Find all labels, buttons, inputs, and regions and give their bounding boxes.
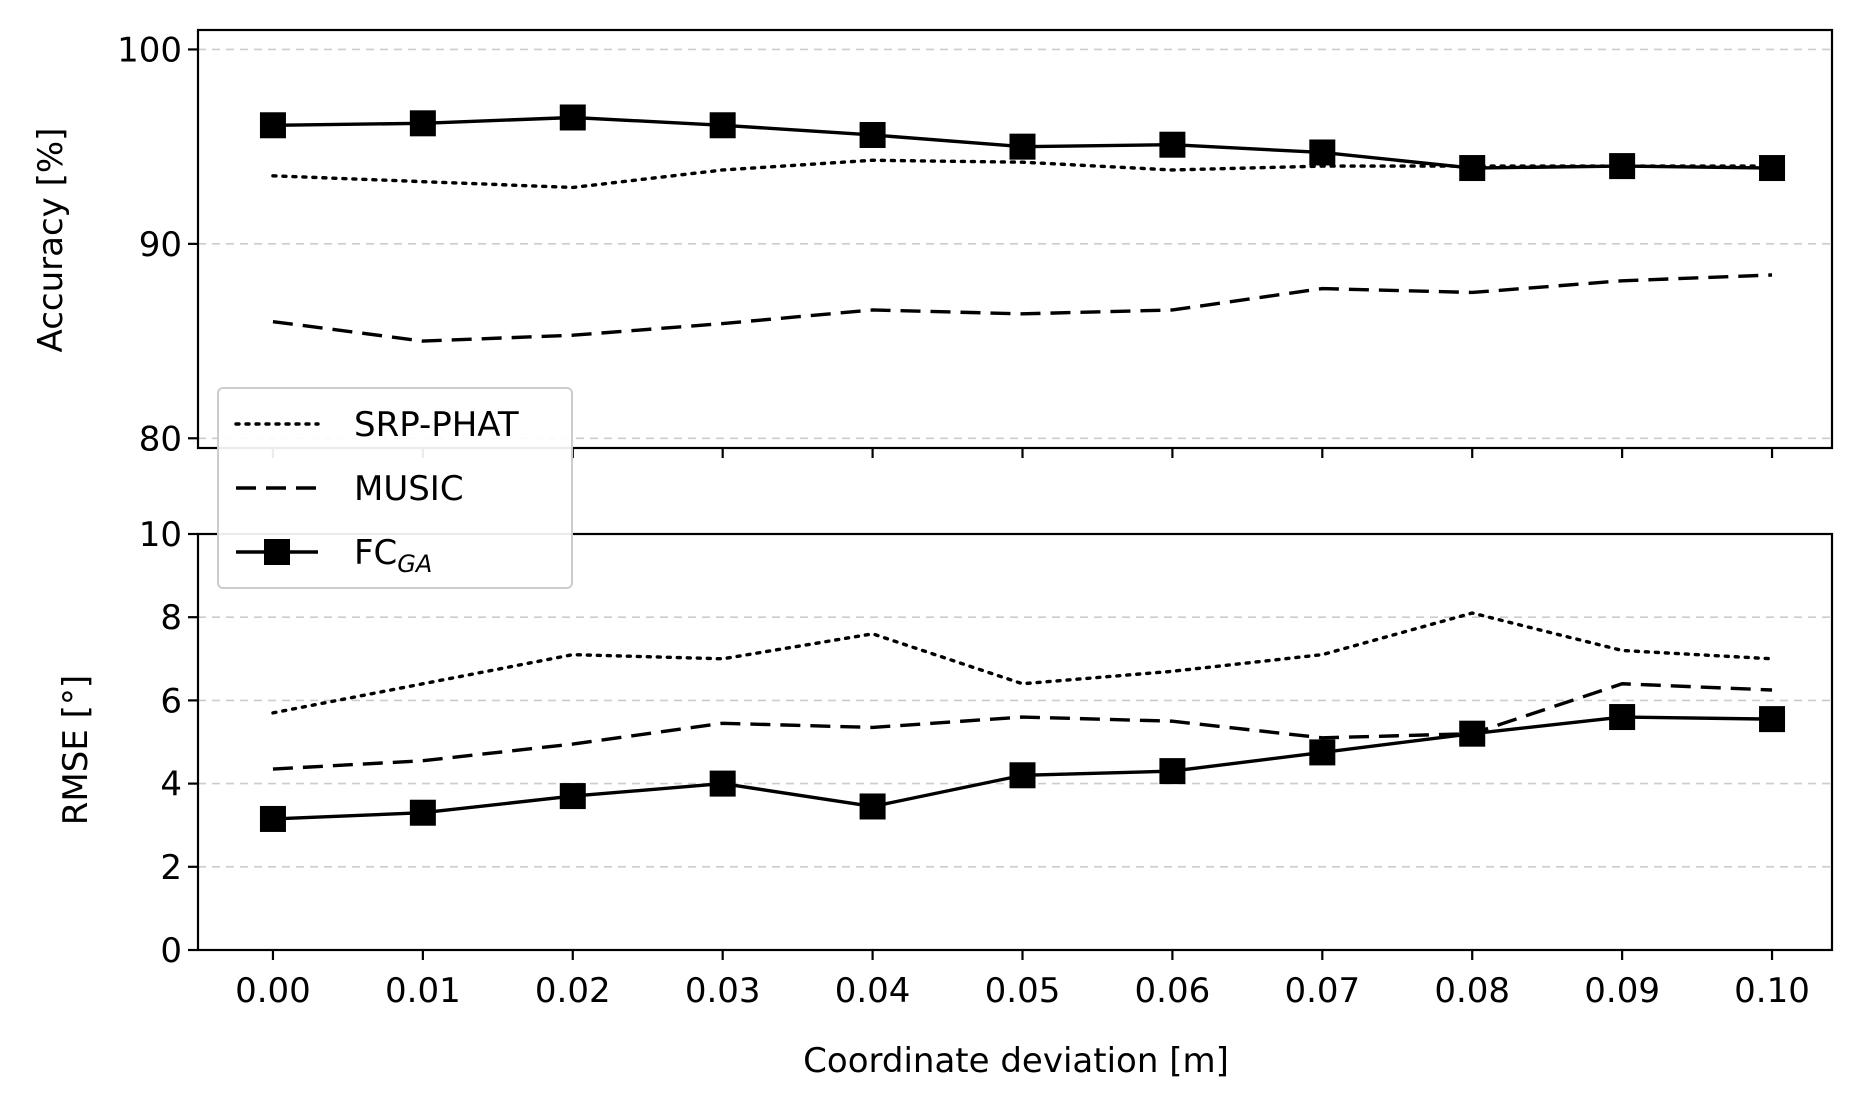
x-tick-label: 0.08	[1434, 971, 1510, 1011]
x-tick-label: 0.10	[1734, 971, 1810, 1011]
data-point	[859, 793, 886, 820]
data-point	[709, 112, 736, 139]
data-point	[1009, 762, 1036, 789]
data-point	[1159, 758, 1186, 785]
legend-marker	[264, 539, 290, 565]
series-line	[271, 158, 1774, 190]
data-point	[1009, 133, 1036, 160]
x-tick-label: 0.01	[385, 971, 461, 1011]
x-axis-label: Coordinate deviation [m]	[803, 1041, 1229, 1081]
legend-label-subscript: GA	[397, 550, 432, 578]
x-tick-label: 0.02	[535, 971, 611, 1011]
x-tick-label: 0.04	[835, 971, 911, 1011]
data-point	[259, 112, 286, 139]
data-point	[1159, 131, 1186, 158]
legend-box	[217, 387, 573, 589]
data-point	[1309, 139, 1336, 166]
series-line	[272, 273, 1773, 343]
data-point	[1759, 155, 1786, 182]
data-point	[409, 799, 436, 826]
y-tick-label: 4	[160, 765, 182, 805]
y-tick-label: 2	[160, 848, 182, 888]
x-tick-label: 0.00	[235, 971, 311, 1011]
data-point	[1459, 720, 1486, 747]
x-tick-label: 0.07	[1284, 971, 1360, 1011]
y-tick-label: 80	[139, 419, 182, 459]
data-point	[1459, 155, 1486, 182]
data-point	[259, 805, 286, 832]
data-point	[1609, 704, 1636, 731]
y-tick-label: 8	[160, 598, 182, 638]
data-point	[409, 110, 436, 137]
x-tick-label: 0.09	[1584, 971, 1660, 1011]
y-tick-label: 100	[117, 30, 182, 70]
data-point	[1609, 153, 1636, 180]
plot-frame	[196, 28, 1834, 450]
x-tick-label: 0.03	[685, 971, 761, 1011]
y-tick-label: 6	[160, 681, 182, 721]
y-tick-label: 10	[139, 515, 182, 555]
data-point	[559, 783, 586, 810]
x-tick-label: 0.05	[985, 971, 1061, 1011]
plot-frame	[196, 532, 1834, 952]
data-point	[1759, 706, 1786, 733]
top-y-axis-label: Accuracy [%]	[31, 128, 71, 353]
data-point	[859, 121, 886, 148]
data-point	[1309, 739, 1336, 766]
legend-label: SRP-PHAT	[354, 405, 519, 445]
bottom-y-axis-label: RMSE [°]	[56, 675, 96, 825]
data-point	[559, 104, 586, 131]
y-tick-label: 90	[139, 225, 182, 265]
series-line	[271, 611, 1774, 715]
legend-label: MUSIC	[354, 469, 464, 509]
y-tick-label: 0	[160, 931, 182, 971]
x-tick-label: 0.06	[1135, 971, 1211, 1011]
data-point	[709, 770, 736, 797]
series-line	[272, 682, 1773, 771]
